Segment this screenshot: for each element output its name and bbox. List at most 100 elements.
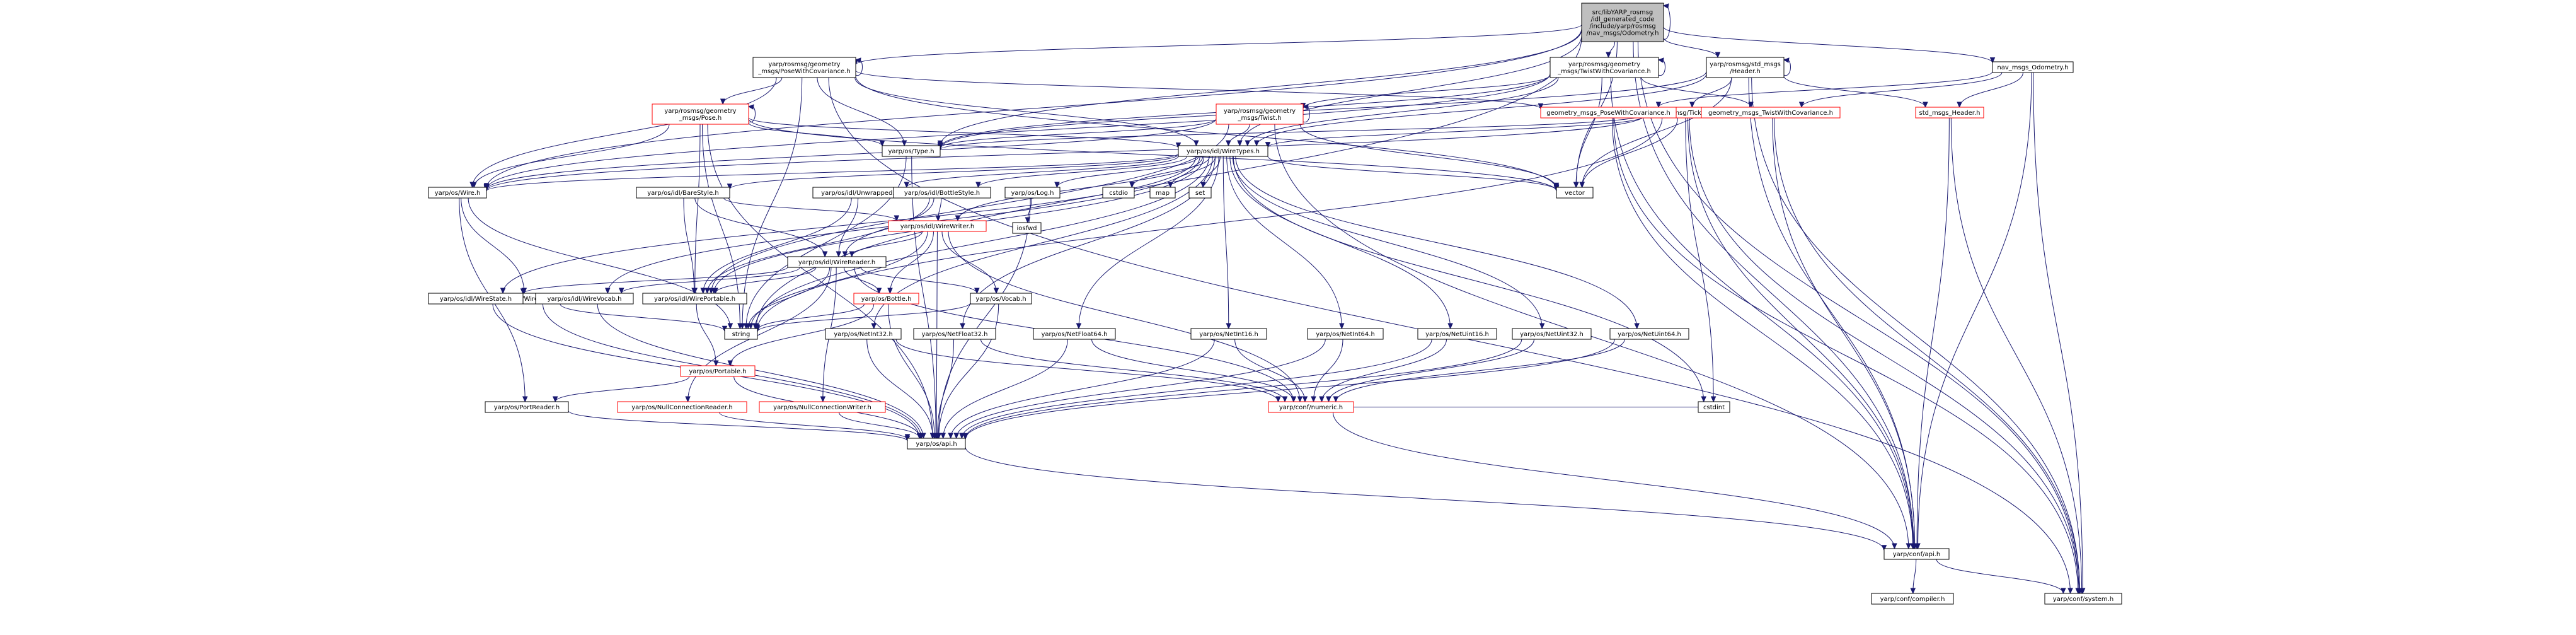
edge-netfloat32-to-numeric bbox=[980, 339, 1288, 403]
node-pose[interactable]: yarp/rosmsg/geometry_msgs/Pose.h bbox=[652, 103, 749, 125]
node-wirereader[interactable]: yarp/os/idl/WireReader.h bbox=[787, 256, 887, 268]
node-box bbox=[1883, 548, 1950, 560]
edge-twist_cov-to-wiretypes bbox=[1245, 77, 1559, 147]
node-portreader[interactable]: yarp/os/PortReader.h bbox=[485, 401, 569, 413]
node-label: yarp/os/idl/WireWriter.h bbox=[900, 223, 974, 230]
node-label: /include/yarp/rosmsg bbox=[1589, 23, 1655, 30]
node-barestyle[interactable]: yarp/os/idl/BareStyle.h bbox=[636, 187, 730, 199]
node-box bbox=[642, 293, 747, 305]
edge-wirereader-to-wirestate bbox=[520, 266, 788, 295]
arrowhead bbox=[1076, 323, 1082, 330]
arrowhead bbox=[871, 323, 877, 330]
node-set[interactable]: set bbox=[1188, 187, 1212, 199]
node-label: yarp/os/idl/WireTypes.h bbox=[1187, 148, 1260, 155]
edge-netuint16-to-os_api bbox=[959, 339, 1432, 440]
node-netfloat32[interactable]: yarp/os/NetFloat32.h bbox=[913, 328, 996, 340]
edge-bottle-to-os_api bbox=[887, 303, 938, 440]
node-gm_twist_cov[interactable]: geometry_msgs_TwistWithCovariance.h bbox=[1701, 107, 1841, 119]
node-box bbox=[1609, 328, 1689, 340]
edge-nav_odom-to-std_header bbox=[1957, 72, 2023, 108]
node-map[interactable]: map bbox=[1149, 187, 1176, 199]
node-system[interactable]: yarp/conf/system.h bbox=[2044, 593, 2122, 605]
node-compiler[interactable]: yarp/conf/compiler.h bbox=[1871, 593, 1954, 605]
node-label: yarp/conf/system.h bbox=[2053, 596, 2113, 603]
edge-wirereader-to-wireportable bbox=[713, 267, 817, 294]
edge-conf_api-to-system bbox=[1936, 559, 2066, 595]
arrowhead bbox=[1798, 102, 1805, 108]
node-bottlestyle[interactable]: yarp/os/idl/BottleStyle.h bbox=[893, 187, 991, 199]
node-netuint32[interactable]: yarp/os/NetUint32.h bbox=[1512, 328, 1592, 340]
edge-portreader-to-os_api bbox=[568, 410, 911, 442]
edge-netuint32-to-numeric bbox=[1326, 339, 1535, 403]
node-box bbox=[1701, 107, 1841, 119]
arrowhead bbox=[747, 104, 754, 110]
node-box bbox=[759, 401, 886, 413]
edge-wiretypes-to-cstdint bbox=[1233, 156, 1706, 403]
node-wire[interactable]: yarp/os/Wire.h bbox=[428, 187, 487, 199]
node-wiretypes[interactable]: yarp/os/idl/WireTypes.h bbox=[1178, 145, 1268, 157]
node-log[interactable]: yarp/os/Log.h bbox=[1004, 187, 1061, 199]
node-bottle[interactable]: yarp/os/Bottle.h bbox=[853, 293, 919, 305]
edge-netfloat64-to-numeric bbox=[1091, 339, 1297, 403]
node-std_header[interactable]: std_msgs_Header.h bbox=[1915, 107, 1984, 119]
node-box bbox=[1004, 187, 1061, 199]
edge-root-to-type bbox=[937, 30, 1582, 147]
edge-barestyle-to-wirereader bbox=[694, 197, 828, 258]
node-os_api[interactable]: yarp/os/api.h bbox=[907, 438, 966, 450]
node-label: yarp/os/NetUint64.h bbox=[1618, 331, 1681, 338]
edge-pose_cov-to-wiretypes bbox=[854, 77, 1199, 147]
node-wirewriter[interactable]: yarp/os/idl/WireWriter.h bbox=[888, 220, 987, 232]
edge-vocab-to-string bbox=[754, 302, 971, 333]
edge-netint16-to-numeric bbox=[1234, 339, 1308, 403]
node-twist[interactable]: yarp/rosmsg/geometry_msgs/Twist.h bbox=[1216, 103, 1304, 125]
node-numeric[interactable]: yarp/conf/numeric.h bbox=[1268, 401, 1354, 413]
node-string[interactable]: string bbox=[724, 328, 758, 340]
node-netfloat64[interactable]: yarp/os/NetFloat64.h bbox=[1033, 328, 1116, 340]
arrowhead bbox=[876, 288, 882, 294]
node-nav_odom[interactable]: nav_msgs_Odometry.h bbox=[1992, 61, 2074, 73]
node-label: /nav_msgs/Odometry.h bbox=[1587, 30, 1659, 37]
arrowhead bbox=[993, 288, 999, 294]
node-conf_api[interactable]: yarp/conf/api.h bbox=[1883, 548, 1950, 560]
node-wireportable[interactable]: yarp/os/idl/WirePortable.h bbox=[642, 293, 747, 305]
node-netint64[interactable]: yarp/os/NetInt64.h bbox=[1307, 328, 1384, 340]
edge-unwrapped-to-wirereader bbox=[836, 197, 859, 258]
node-portable[interactable]: yarp/os/Portable.h bbox=[680, 365, 756, 377]
node-netuint64[interactable]: yarp/os/NetUint64.h bbox=[1609, 328, 1689, 340]
node-netint32[interactable]: yarp/os/NetInt32.h bbox=[825, 328, 902, 340]
node-wirevocab[interactable]: yarp/os/idl/WireVocab.h bbox=[535, 293, 634, 305]
node-type[interactable]: yarp/os/Type.h bbox=[882, 145, 941, 157]
edge-pose_cov-to-string bbox=[739, 77, 803, 330]
node-cstdint[interactable]: cstdint bbox=[1698, 401, 1730, 413]
edge-numeric-to-conf_api bbox=[1333, 412, 1897, 550]
node-netuint16[interactable]: yarp/os/NetUint16.h bbox=[1417, 328, 1497, 340]
node-root: src/libYARP_rosmsg/idl_generated_code/in… bbox=[1581, 3, 1664, 42]
arrowhead bbox=[953, 433, 959, 440]
node-nullconnwriter[interactable]: yarp/os/NullConnectionWriter.h bbox=[759, 401, 886, 413]
node-header[interactable]: yarp/rosmsg/std_msgs/Header.h bbox=[1706, 57, 1785, 78]
arrowhead bbox=[849, 251, 855, 258]
node-cstdio[interactable]: cstdio bbox=[1102, 187, 1135, 199]
node-vector[interactable]: vector bbox=[1556, 187, 1594, 199]
arrowhead bbox=[700, 288, 706, 294]
node-twist_cov[interactable]: yarp/rosmsg/geometry_msgs/TwistWithCovar… bbox=[1550, 57, 1659, 78]
node-label: yarp/os/Wire.h bbox=[435, 190, 481, 197]
node-wirestate[interactable]: yarp/os/idl/WireState.h bbox=[428, 293, 524, 305]
arrowhead bbox=[1311, 396, 1316, 403]
edge-wirereader-to-vocab bbox=[860, 267, 980, 294]
node-iosfwd[interactable]: iosfwd bbox=[1012, 222, 1042, 234]
node-netint16[interactable]: yarp/os/NetInt16.h bbox=[1190, 328, 1267, 340]
arrowhead bbox=[1237, 140, 1243, 147]
node-pose_cov[interactable]: yarp/rosmsg/geometry_msgs/PoseWithCovari… bbox=[752, 57, 856, 78]
node-box bbox=[1915, 107, 1984, 119]
node-label: yarp/conf/api.h bbox=[1893, 551, 1941, 558]
edge-os_api-to-conf_api bbox=[965, 446, 1887, 551]
node-unwrapped[interactable]: yarp/os/idl/Unwrapped.h bbox=[812, 187, 907, 199]
arrowhead bbox=[1275, 396, 1281, 403]
node-nullconnreader[interactable]: yarp/os/NullConnectionReader.h bbox=[617, 401, 747, 413]
node-vocab[interactable]: yarp/os/Vocab.h bbox=[970, 293, 1032, 305]
node-label: yarp/os/idl/WireState.h bbox=[440, 296, 512, 303]
node-gm_pose_cov[interactable]: geometry_msgs_PoseWithCovariance.h bbox=[1540, 107, 1677, 119]
node-label: _msgs/TwistWithCovariance.h bbox=[1557, 68, 1651, 75]
arrowhead bbox=[522, 396, 528, 403]
